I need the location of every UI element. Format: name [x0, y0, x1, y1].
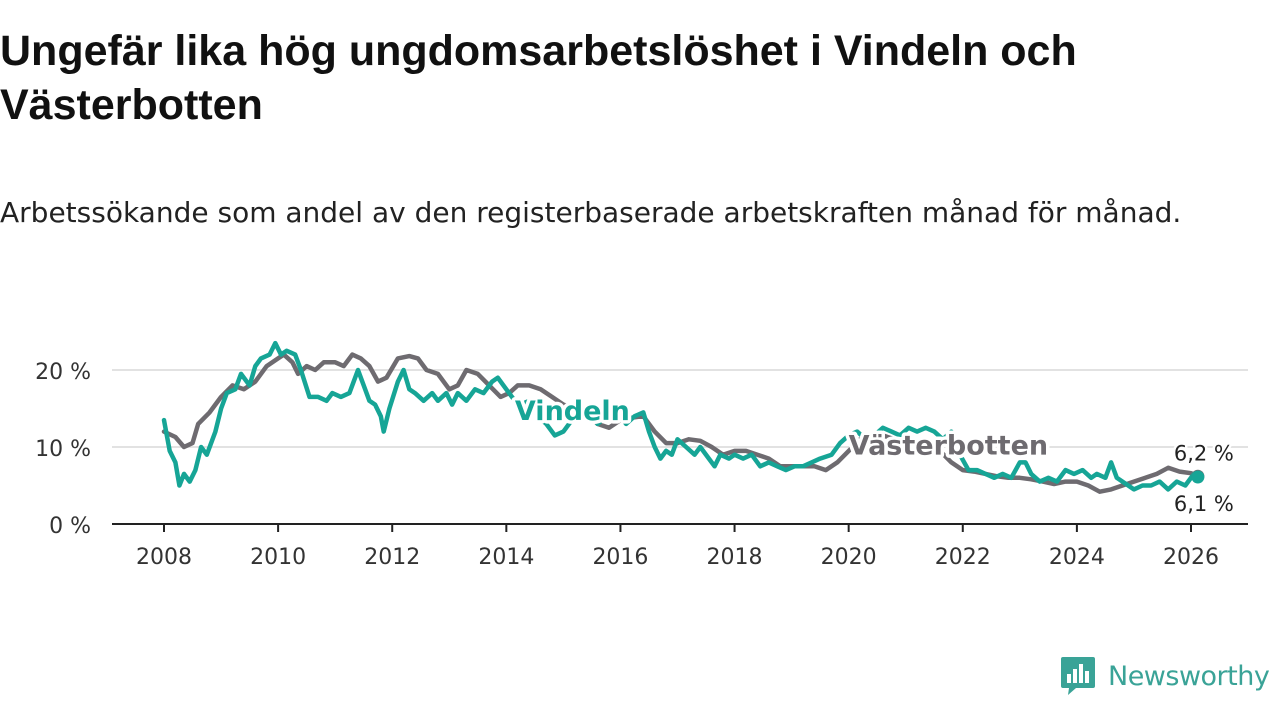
x-tick-label: 2018 [707, 545, 763, 570]
y-tick-label: 0 % [49, 514, 91, 539]
x-tick-label: 2012 [364, 545, 420, 570]
x-tick-label: 2016 [592, 545, 648, 570]
x-tick-label: 2022 [935, 545, 991, 570]
chart-subtitle: Arbetssökande som andel av den registerb… [0, 196, 1182, 229]
x-tick-label: 2008 [136, 545, 192, 570]
x-tick-label: 2010 [250, 545, 306, 570]
end-point-vindeln [1191, 470, 1205, 484]
brand-name: Newsworthy [1108, 660, 1270, 692]
y-tick-label: 20 % [35, 360, 91, 385]
x-tick-label: 2014 [478, 545, 534, 570]
series-label-vindeln: Vindeln [515, 396, 630, 427]
series-label-västerbotten: Västerbotten [849, 431, 1048, 462]
series-line-vindeln [161, 340, 1201, 492]
brand-logo: Newsworthy [1060, 656, 1270, 696]
x-tick-label: 2024 [1049, 545, 1105, 570]
series-line-västerbotten [161, 352, 1201, 494]
x-tick-label: 2020 [821, 545, 877, 570]
x-tick-label: 2026 [1163, 545, 1219, 570]
end-value-label-västerbotten: 6,2 % [1174, 441, 1234, 465]
y-tick-label: 10 % [35, 437, 91, 462]
newsworthy-logo-icon [1061, 657, 1095, 695]
end-value-label-vindeln: 6,1 % [1174, 492, 1234, 516]
chart-title: Ungefär lika hög ungdomsarbetslöshet i V… [0, 27, 1077, 129]
line-chart: 0 % 10 % 20 % 2008 2010 2012 2014 2016 2018 2020 2… [35, 340, 1248, 570]
